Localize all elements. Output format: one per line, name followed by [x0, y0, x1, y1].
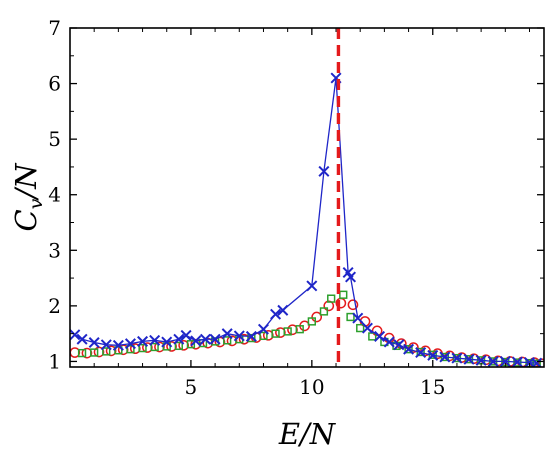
data-point — [352, 312, 364, 324]
data-point — [102, 347, 111, 356]
data-point — [223, 336, 232, 345]
data-point — [374, 330, 386, 342]
data-point — [339, 290, 348, 299]
data-point — [487, 355, 499, 367]
y-tick-label: 3 — [48, 238, 61, 262]
data-point — [427, 349, 439, 361]
y-tick-label: 5 — [48, 127, 61, 151]
data-point — [532, 359, 541, 367]
data-point — [356, 323, 365, 333]
data-point — [233, 330, 245, 342]
data-point — [311, 311, 323, 323]
data-point — [368, 332, 377, 341]
data-point — [347, 299, 359, 311]
data-point — [100, 339, 112, 351]
data-point — [150, 342, 159, 352]
x-tick-label: 5 — [185, 375, 198, 399]
data-point — [383, 336, 395, 348]
data-point — [393, 339, 405, 351]
data-point — [345, 271, 357, 283]
data-point — [114, 346, 123, 355]
data-point — [408, 342, 419, 353]
data-point — [346, 312, 355, 322]
series-circle — [70, 297, 544, 367]
data-point — [295, 325, 304, 334]
data-point — [245, 330, 257, 342]
data-point — [511, 356, 523, 367]
y-tick-label: 7 — [48, 16, 61, 40]
data-point — [283, 327, 292, 336]
x-axis-label: E/N — [278, 417, 337, 451]
data-point — [77, 348, 87, 358]
data-point — [259, 331, 268, 341]
plot-content — [70, 28, 544, 367]
data-point — [174, 341, 183, 351]
data-point — [404, 345, 413, 354]
data-point — [190, 335, 202, 347]
data-point — [361, 322, 373, 334]
y-tick-label: 2 — [48, 294, 61, 318]
data-point — [499, 355, 511, 367]
x-tick-label: 10 — [299, 375, 324, 399]
data-point — [90, 348, 99, 357]
data-point — [88, 337, 100, 349]
data-point — [415, 347, 427, 359]
data-point — [323, 300, 335, 312]
data-point — [112, 339, 124, 351]
data-point — [475, 354, 487, 366]
data-point — [199, 333, 211, 345]
data-point — [306, 280, 318, 292]
data-point — [270, 308, 282, 320]
data-point — [271, 329, 280, 338]
data-point — [463, 353, 475, 365]
data-point — [209, 333, 221, 345]
data-point — [277, 304, 289, 316]
data-point — [76, 333, 88, 345]
data-point — [327, 294, 336, 303]
plot-frame — [69, 27, 545, 368]
data-point — [247, 333, 256, 343]
y-axis-label: Cv/N — [9, 162, 47, 232]
data-point — [403, 343, 415, 355]
data-point — [307, 317, 316, 326]
data-point — [319, 307, 329, 316]
series-line — [74, 77, 537, 364]
y-tick-label: 6 — [48, 72, 61, 96]
data-point — [70, 329, 81, 341]
data-point — [451, 352, 463, 364]
data-point — [173, 333, 185, 345]
series-x — [70, 72, 543, 367]
data-point — [439, 351, 451, 363]
data-point — [186, 340, 196, 349]
data-point — [257, 323, 269, 335]
plot-series-group — [70, 28, 544, 367]
data-point — [221, 328, 233, 340]
data-point — [138, 343, 147, 353]
y-tick-label: 1 — [48, 349, 61, 373]
data-point — [318, 165, 330, 177]
data-point — [180, 329, 192, 341]
y-tick-label: 4 — [48, 183, 61, 207]
data-point — [126, 345, 135, 354]
x-tick-label: 15 — [420, 375, 445, 399]
data-point — [137, 335, 149, 347]
axis-ticks: 5 10 15 1 2 3 4 5 6 7 — [48, 16, 544, 399]
data-point — [149, 334, 161, 346]
data-point — [161, 336, 173, 348]
series-square — [77, 290, 541, 367]
data-point — [124, 338, 136, 350]
